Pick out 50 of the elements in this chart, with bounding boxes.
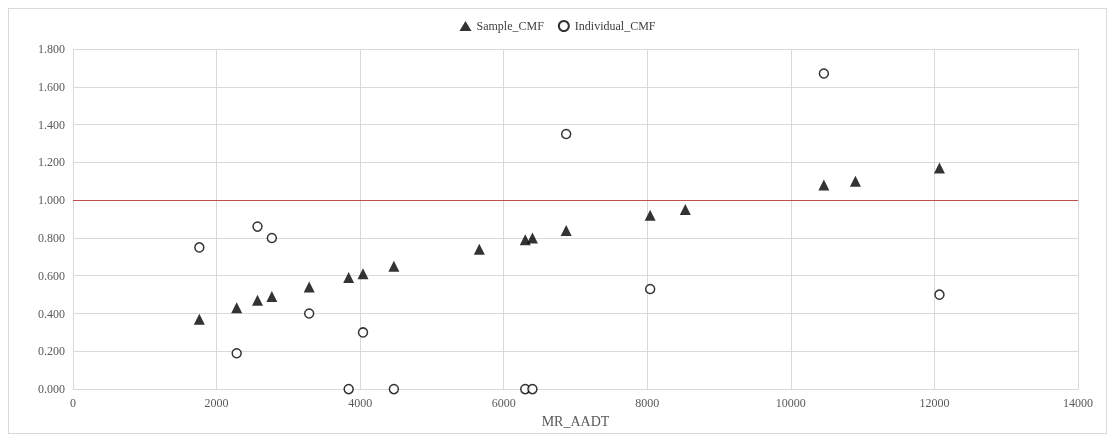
y-tick-label: 1.400 <box>38 117 65 132</box>
point <box>679 204 691 216</box>
x-tick-label: 0 <box>70 396 76 411</box>
x-tick-label: 8000 <box>635 396 660 411</box>
point <box>231 347 242 359</box>
x-tick-label: 14000 <box>1063 396 1093 411</box>
y-tick-label: 0.800 <box>38 230 65 245</box>
point <box>343 383 354 395</box>
x-tick-label: 6000 <box>491 396 516 411</box>
point <box>818 68 830 79</box>
point <box>193 313 205 325</box>
point <box>266 232 278 244</box>
point <box>343 272 355 284</box>
point <box>849 175 861 187</box>
point <box>388 383 400 395</box>
legend-label: Individual_CMF <box>574 19 656 33</box>
point <box>388 260 400 272</box>
point <box>527 383 538 395</box>
point <box>231 302 243 314</box>
y-tick-label: 1.200 <box>38 155 65 170</box>
point <box>934 289 945 300</box>
x-axis-title: MR_AADT <box>541 413 610 429</box>
point <box>560 224 572 236</box>
x-tick-label: 10000 <box>775 396 806 411</box>
point <box>251 294 263 306</box>
point <box>933 162 945 174</box>
point <box>266 291 278 303</box>
x-tick-label: 12000 <box>919 396 950 411</box>
y-tick-label: 1.800 <box>38 42 65 56</box>
y-tick-label: 0.400 <box>38 306 65 321</box>
y-tick-label: 0.000 <box>38 382 65 397</box>
y-tick-label: 1.000 <box>38 193 65 208</box>
y-tick-label: 1.600 <box>38 79 65 94</box>
y-tick-label: 0.600 <box>38 268 65 283</box>
point <box>357 327 369 338</box>
point <box>644 209 656 221</box>
point <box>303 281 315 293</box>
point <box>560 128 572 140</box>
y-tick-label: 0.200 <box>38 344 65 359</box>
x-tick-label: 4000 <box>348 396 373 411</box>
point <box>473 243 485 255</box>
legend-label: Sample_CMF <box>476 19 545 33</box>
point <box>194 242 205 253</box>
point <box>818 179 830 191</box>
point <box>303 308 315 319</box>
point <box>644 283 656 295</box>
point <box>357 268 369 280</box>
point <box>252 221 263 232</box>
point <box>526 232 538 244</box>
x-tick-label: 2000 <box>204 396 229 411</box>
